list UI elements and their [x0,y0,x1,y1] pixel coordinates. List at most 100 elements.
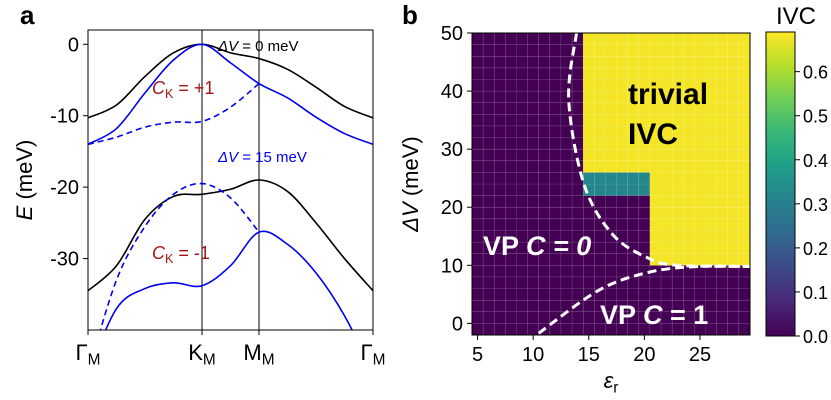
x-tick-label: 5 [472,344,483,366]
heatmap-cell [482,55,495,69]
heatmap-cell [616,148,628,162]
heatmap-cell [738,32,751,45]
heatmap-cell [594,79,606,92]
heatmap-cell [682,44,695,57]
x-tick-label: KM [188,340,216,369]
heatmap-cell [516,265,528,278]
heatmap-cell [505,218,517,231]
heatmap-cell [549,183,562,196]
heatmap-cell [582,137,595,150]
heatmap-cell [605,172,617,185]
heatmap-cell [493,183,506,196]
annotation-part: ΔV [217,38,240,55]
heatmap-cell [549,114,562,127]
heatmap-cell [705,276,717,289]
y-axis-label-part: E [12,205,37,220]
heatmap-cell [682,276,695,289]
heatmap-cell [649,288,662,301]
heatmap-cell [727,288,740,301]
y-tick-label: 50 [441,23,463,45]
heatmap-cell [594,102,606,115]
y-tick-label: -20 [50,177,79,199]
heatmap-cell [638,195,651,208]
heatmap-cell [538,311,551,324]
heatmap-cell [482,114,495,127]
heatmap-cell [716,299,729,313]
heatmap-cell [671,44,684,57]
heatmap-cell [471,44,484,57]
y-axis-label-part: (meV) [398,136,423,202]
heatmap-cell [705,44,717,57]
heatmap-cell [549,55,562,69]
heatmap-cell [616,183,628,196]
heatmap-cell [471,299,484,313]
heatmap-cell [582,172,595,185]
heatmap-cell [727,230,740,243]
heatmap-cell [671,195,684,208]
heatmap-cell [493,311,506,324]
heatmap-cell [527,172,540,185]
heatmap-cell [594,55,606,69]
heatmap-cell [671,160,684,173]
heatmap-cell [649,230,662,243]
annotation-part: VP [600,300,643,330]
heatmap-cell [493,125,506,138]
heatmap-cell [594,90,606,103]
heatmap-cell [716,230,729,243]
heatmap-cell [694,160,706,173]
x-tick-label-part: M [243,340,261,365]
heatmap-cell [716,67,729,80]
heatmap-cell [549,90,562,103]
x-axis-label-part: ε [604,368,614,393]
phase-boundary [537,264,751,335]
heatmap-cell [471,241,484,254]
heatmap-cell [738,90,751,103]
heatmap-cell [638,206,651,220]
heatmap-cell [716,44,729,57]
heatmap-cell [560,44,573,57]
heatmap-cell [605,114,617,127]
heatmap-cell [493,90,506,103]
heatmap-cell [727,32,740,45]
heatmap-cell [660,206,673,220]
heatmap-cell [594,241,606,254]
x-tick-label-part: Γ [361,340,373,365]
heatmap-cell [582,67,595,80]
heatmap-cell [482,218,495,231]
lines [88,43,373,330]
annotation-part: = +1 [173,78,214,98]
y-tick-label: -10 [50,106,79,128]
y-tick-label: 20 [441,197,463,219]
band-line [99,182,260,330]
heatmap-cell [638,172,651,185]
heatmap-cell [505,44,517,57]
heatmap-cell [560,323,573,336]
heatmap-cell [571,323,584,336]
phase-boundary [567,32,751,268]
heatmap-cell [738,311,751,324]
heatmap-cell [671,288,684,301]
heatmap-cell [549,32,562,45]
heatmap-cell [738,160,751,173]
heatmap-cell [738,253,751,266]
heatmap-cell [649,44,662,57]
heatmap-cell [549,44,562,57]
heatmap-cell [594,67,606,80]
annotation: ΔV = 15 meV [217,149,307,166]
heatmap-cell [594,183,606,196]
heatmap-cell [660,230,673,243]
heatmap-cell [493,265,506,278]
heatmap-cell [727,276,740,289]
heatmap-cell [605,253,617,266]
heatmap-cell [571,206,584,220]
heatmap-cell [727,299,740,313]
heatmap-cell [505,323,517,336]
heatmap-cell [471,137,484,150]
heatmap-cell [582,90,595,103]
heatmap-cell [471,218,484,231]
heatmap-cell [716,148,729,162]
heatmap-cell [471,195,484,208]
heatmap-cell [482,276,495,289]
heatmap-cell [638,55,651,69]
heatmap-cell [582,160,595,173]
